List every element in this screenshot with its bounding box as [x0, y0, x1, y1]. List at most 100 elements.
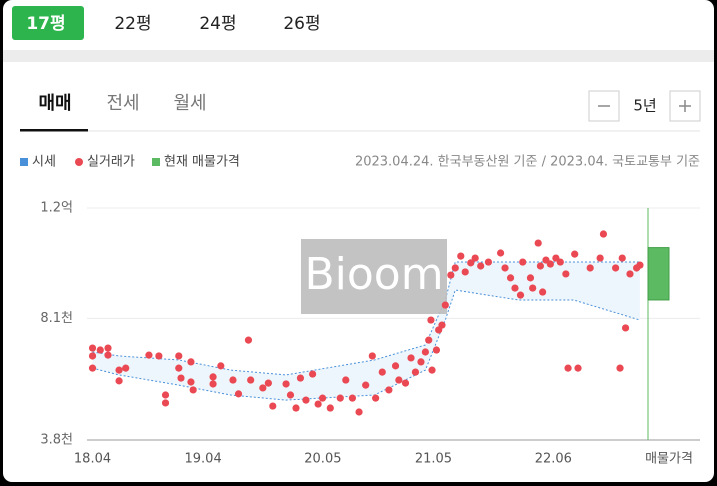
trade-point	[506, 274, 515, 282]
divider-band	[3, 50, 714, 62]
trade-point	[88, 352, 97, 360]
legend-swatch	[152, 158, 160, 166]
trade-point	[88, 344, 97, 352]
trade-point	[562, 270, 570, 278]
x-tick-label: 20.05	[304, 452, 341, 467]
trade-point	[234, 390, 243, 398]
trade-point	[115, 366, 123, 374]
trade-point	[318, 394, 327, 402]
legend-swatch	[20, 158, 28, 166]
trade-point	[309, 370, 317, 378]
trade-point	[636, 261, 644, 269]
trade-point	[161, 391, 170, 399]
trade-point	[292, 404, 300, 412]
tab-active-bg	[12, 6, 84, 40]
trade-point	[596, 254, 604, 262]
y-tick-label: 3.8천	[40, 433, 73, 448]
trade-point	[355, 408, 363, 416]
band-upper	[92, 261, 640, 376]
trade-point	[621, 324, 630, 332]
trade-point	[247, 376, 255, 384]
trade-point	[428, 366, 436, 374]
trade-point	[269, 402, 277, 410]
trade-point	[612, 264, 620, 272]
legend-label: 시세	[32, 155, 56, 170]
trade-point	[425, 336, 433, 344]
trade-point	[348, 394, 357, 402]
trade-point	[296, 374, 305, 382]
trade-point	[229, 376, 237, 384]
trade-point	[244, 336, 253, 344]
x-tick-label: 21.05	[415, 452, 452, 467]
trade-point	[122, 364, 130, 372]
trade-point	[302, 396, 310, 404]
trade-point	[447, 271, 455, 279]
trade-point	[586, 264, 594, 272]
trade-point	[385, 386, 393, 394]
trade-point	[556, 258, 564, 266]
trade-point	[599, 230, 608, 238]
trade-point	[471, 254, 479, 262]
period-label: 5년	[633, 97, 656, 115]
trade-point	[314, 400, 322, 408]
trade-point	[177, 374, 185, 382]
trade-point	[209, 373, 217, 381]
price-band	[92, 262, 640, 401]
trade-point	[536, 262, 545, 270]
trade-point	[626, 270, 634, 278]
trade-point	[286, 391, 295, 399]
legend-swatch	[75, 158, 83, 166]
trade-point	[571, 250, 579, 258]
trade-point	[209, 380, 217, 388]
trade-point	[104, 351, 112, 359]
trade-point	[526, 274, 535, 282]
trade-point	[441, 301, 449, 309]
trade-point	[362, 381, 370, 389]
trade-point	[96, 346, 104, 354]
tab[interactable]: 24평	[199, 14, 236, 34]
trade-point	[378, 368, 386, 376]
legend-label: 실거래가	[87, 155, 135, 170]
trade-point	[427, 316, 435, 324]
trade-point	[161, 399, 170, 407]
trade-point	[497, 249, 505, 257]
legend-label: 현재 매물가격	[164, 155, 240, 170]
trade-point	[407, 354, 415, 362]
trade-point	[175, 364, 183, 372]
listing-range	[647, 247, 670, 301]
trade-point	[534, 239, 542, 247]
trade-point	[104, 344, 112, 352]
trade-point	[401, 379, 410, 387]
subtab[interactable]: 전세	[106, 93, 139, 114]
trade-point	[187, 358, 195, 366]
trade-point	[616, 364, 624, 372]
trade-point	[336, 394, 344, 402]
trade-point	[516, 291, 525, 299]
trade-point	[145, 351, 153, 359]
trade-point	[264, 379, 272, 387]
trade-point	[368, 352, 376, 360]
trade-point	[411, 368, 420, 376]
trade-point	[88, 364, 97, 372]
y-tick-label: 8.1천	[40, 311, 73, 326]
tab[interactable]: 22평	[114, 14, 151, 34]
trade-point	[395, 376, 403, 384]
tab[interactable]: 26평	[283, 14, 320, 34]
x-tick-label: 18.04	[74, 452, 111, 467]
trade-point	[155, 352, 163, 360]
trade-point	[484, 258, 493, 266]
y-tick-label: 1.2억	[40, 201, 73, 216]
trade-point	[259, 384, 267, 392]
subtab[interactable]: 월세	[173, 93, 206, 114]
trade-point	[564, 364, 572, 372]
trade-point	[372, 394, 380, 402]
trade-point	[417, 358, 425, 366]
trade-point	[451, 264, 459, 272]
trade-point	[342, 376, 350, 384]
subtab[interactable]: 매매	[38, 93, 71, 114]
tab[interactable]: 17평	[26, 14, 65, 34]
trade-point	[477, 262, 485, 270]
trade-point	[501, 264, 509, 272]
trade-point	[461, 268, 469, 276]
